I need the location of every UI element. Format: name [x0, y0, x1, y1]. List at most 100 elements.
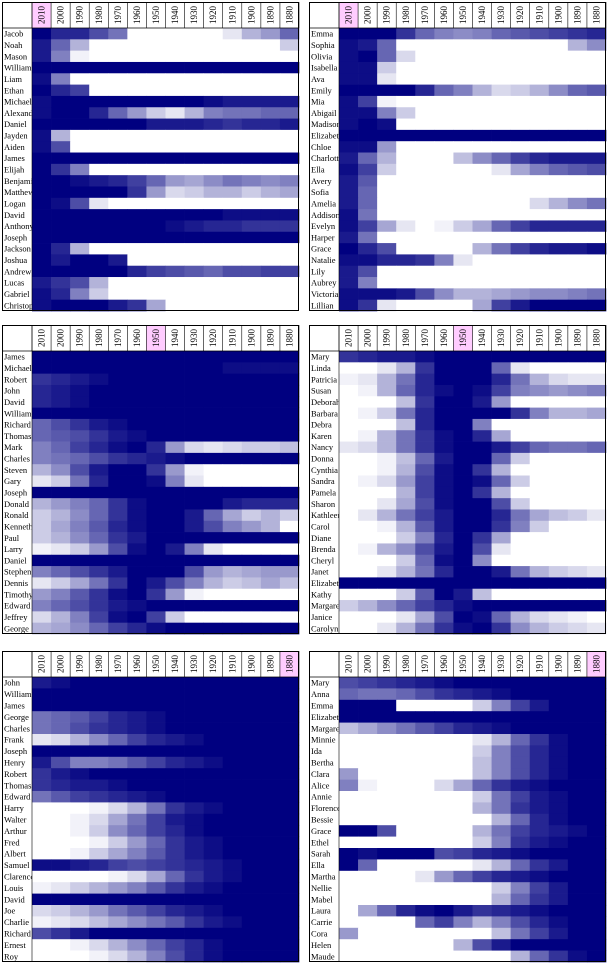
year-tick-label: 1920	[515, 655, 525, 674]
heatmap-cell	[32, 129, 52, 142]
heatmap-cell	[548, 836, 569, 849]
row-name-label: Maude	[311, 951, 335, 961]
heatmap-cell	[434, 107, 454, 119]
heatmap-cell	[529, 577, 550, 590]
heatmap-cell	[108, 566, 128, 578]
heatmap-cell	[339, 677, 359, 689]
heatmap-cell	[146, 118, 166, 131]
year-tick-label: 1890	[265, 329, 275, 348]
heatmap-cell	[358, 791, 378, 803]
heatmap-cell	[203, 950, 224, 963]
heatmap-cell	[510, 373, 531, 386]
heatmap-cell	[529, 622, 550, 635]
heatmap-cell	[510, 197, 531, 210]
heatmap-cell	[146, 939, 166, 951]
heatmap-cell	[453, 118, 473, 131]
heatmap-cell	[472, 768, 492, 780]
heatmap-cell	[529, 464, 550, 476]
heatmap-cell	[279, 905, 300, 917]
heatmap-cell	[548, 407, 569, 420]
heatmap-cell	[203, 893, 224, 906]
heatmap-cell	[203, 28, 224, 40]
heatmap-cell	[184, 186, 204, 199]
heatmap-cell	[491, 243, 511, 255]
heatmap-cell	[358, 543, 378, 556]
heatmap-cell	[165, 813, 185, 826]
heatmap-cell	[434, 362, 454, 374]
heatmap-cell	[241, 734, 262, 746]
row-label-bg	[309, 577, 339, 589]
heatmap-cell	[32, 905, 52, 917]
row-name-label: Linda	[311, 363, 331, 373]
heatmap-cell	[396, 543, 416, 556]
heatmap-cell	[127, 859, 147, 872]
heatmap-cell	[453, 163, 473, 176]
heatmap-cell	[108, 175, 128, 187]
heatmap-cell	[358, 916, 378, 929]
heatmap-cell	[51, 756, 71, 769]
row-label-bg	[2, 277, 32, 289]
heatmap-cell	[108, 243, 128, 255]
row-name-label: Timothy	[4, 589, 34, 599]
row-name-label: William	[4, 689, 32, 699]
heatmap-cell	[377, 288, 397, 301]
heatmap-cell	[260, 384, 281, 397]
heatmap-cell	[453, 509, 473, 522]
heatmap-cell	[89, 566, 109, 578]
heatmap-cell	[586, 870, 607, 883]
heatmap-cell	[339, 243, 359, 255]
heatmap-cell	[203, 39, 224, 51]
heatmap-cell	[567, 588, 588, 601]
heatmap-cell	[377, 265, 397, 278]
heatmap-cell	[222, 566, 243, 578]
heatmap-cell	[491, 611, 511, 624]
heatmap-cell	[146, 893, 166, 906]
heatmap-cell	[358, 779, 378, 792]
heatmap-cell	[529, 351, 550, 363]
heatmap-cell	[51, 950, 71, 963]
heatmap-cell	[586, 939, 607, 951]
heatmap-cell	[89, 209, 109, 221]
heatmap-cell	[586, 498, 607, 510]
heatmap-cell	[510, 520, 531, 533]
heatmap-cell	[165, 141, 185, 153]
heatmap-cell	[146, 848, 166, 860]
row-label-bg	[2, 802, 32, 814]
heatmap-cell	[203, 711, 224, 723]
heatmap-cell	[396, 61, 416, 74]
heatmap-cell	[358, 84, 378, 97]
heatmap-cell	[567, 848, 588, 860]
heatmap-cell	[70, 882, 90, 894]
heatmap-cell	[567, 622, 588, 635]
row-name-label: Clarence	[4, 872, 34, 882]
row-label-bg	[2, 859, 32, 871]
heatmap-cell	[32, 209, 52, 221]
heatmap-cell	[51, 396, 71, 408]
heatmap-cell	[339, 61, 359, 74]
heatmap-cell	[108, 373, 128, 386]
heatmap-cell	[165, 825, 185, 837]
heatmap-cell	[146, 916, 166, 929]
heatmap-cell	[567, 418, 588, 431]
heatmap-cell	[203, 129, 224, 142]
heatmap-cell	[51, 95, 71, 108]
heatmap-cell	[377, 498, 397, 510]
heatmap-cell	[51, 430, 71, 442]
heatmap-cell	[548, 351, 569, 363]
row-name-label: Ernest	[4, 940, 26, 950]
heatmap-cell	[260, 265, 281, 278]
heatmap-cell	[339, 532, 359, 544]
row-label-bg	[2, 243, 32, 255]
heatmap-cell	[415, 486, 435, 499]
heatmap-cell	[358, 50, 378, 63]
row-name-label: Joseph	[4, 232, 28, 242]
heatmap-cell	[70, 916, 90, 929]
heatmap-cell	[222, 543, 243, 556]
heatmap-cell	[491, 509, 511, 522]
heatmap-cell	[453, 430, 473, 442]
row-label-bg	[309, 152, 339, 164]
heatmap-cell	[260, 532, 281, 544]
row-label-bg	[2, 362, 32, 374]
heatmap-cell	[51, 711, 71, 723]
heatmap-cell	[491, 186, 511, 199]
